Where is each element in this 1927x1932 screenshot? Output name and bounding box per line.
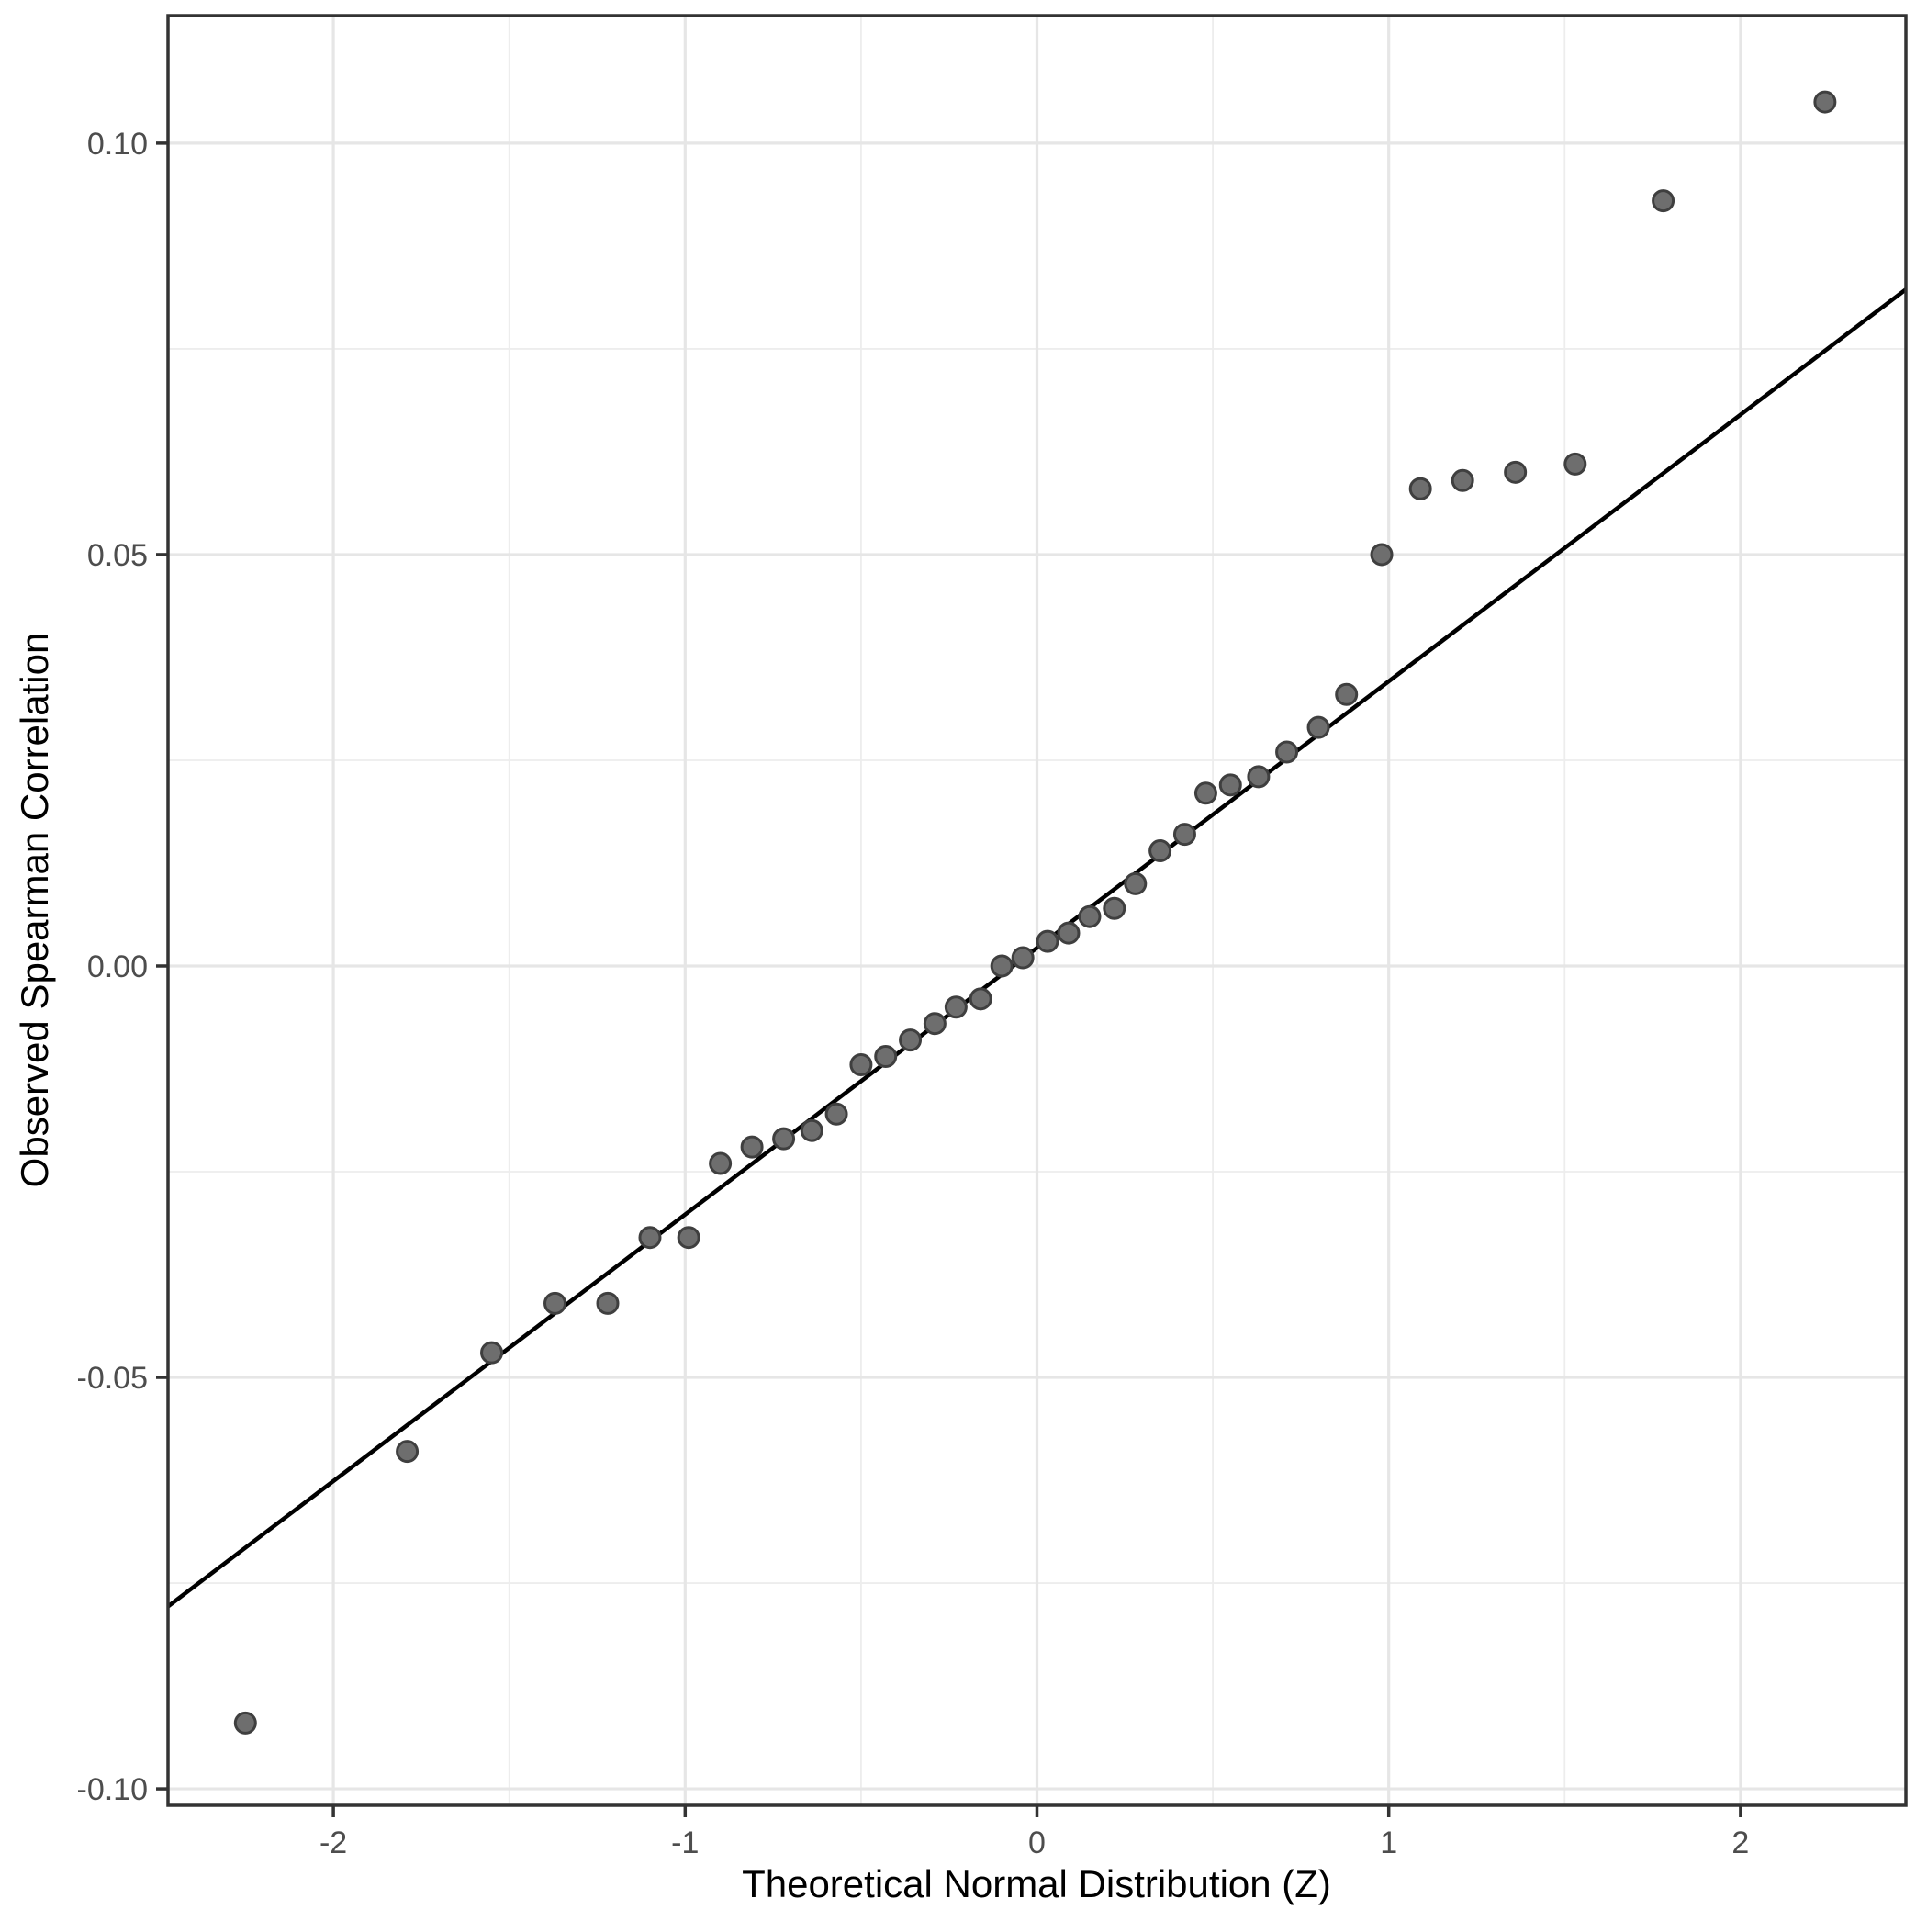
data-point <box>1451 468 1474 492</box>
y-tick-label: 0.05 <box>87 538 148 573</box>
data-point <box>740 1135 764 1159</box>
x-tick-label: 0 <box>1028 1825 1046 1860</box>
x-tick-label: -1 <box>671 1825 699 1860</box>
y-tick-label: 0.00 <box>87 949 148 984</box>
data-point <box>1057 921 1081 945</box>
y-axis-title: Observed Spearman Correlation <box>13 633 56 1188</box>
data-point <box>1247 765 1271 789</box>
data-point <box>990 954 1014 978</box>
x-tick-label: -2 <box>319 1825 347 1860</box>
y-tick-label: -0.05 <box>77 1361 149 1396</box>
data-point <box>899 1028 923 1052</box>
data-point <box>1275 740 1299 764</box>
data-point <box>1148 839 1172 863</box>
data-point <box>596 1291 620 1315</box>
data-point <box>543 1291 567 1315</box>
x-axis-tick-labels: -2 -1 0 1 2 <box>319 1825 1749 1860</box>
data-point <box>396 1440 420 1464</box>
data-point <box>944 995 968 1019</box>
y-tick-label: 0.10 <box>87 127 148 162</box>
grid-major-lines <box>168 16 1906 1805</box>
x-tick-label: 1 <box>1380 1825 1397 1860</box>
data-point <box>233 1711 257 1735</box>
x-axis-ticks <box>331 1805 1742 1817</box>
data-point <box>772 1127 796 1151</box>
data-point <box>1036 929 1059 953</box>
data-point <box>1124 871 1148 895</box>
x-tick-label: 2 <box>1731 1825 1749 1860</box>
x-axis-title: Theoretical Normal Distribution (Z) <box>742 1862 1331 1905</box>
data-point <box>1172 823 1196 847</box>
y-axis-ticks <box>156 141 168 1791</box>
data-point <box>1193 781 1217 805</box>
y-tick-label: -0.10 <box>77 1772 149 1807</box>
data-point <box>824 1102 848 1126</box>
data-point <box>1218 773 1242 797</box>
data-point <box>849 1053 873 1077</box>
data-point <box>1408 477 1432 500</box>
data-point <box>1370 543 1394 567</box>
reference-line <box>166 287 1908 1609</box>
data-point <box>969 987 992 1011</box>
data-point <box>1504 460 1528 484</box>
reference-line-group <box>166 287 1908 1609</box>
data-point <box>1011 946 1035 970</box>
y-axis-tick-labels: 0.10 0.05 0.00 -0.05 -0.10 <box>77 127 149 1807</box>
data-point <box>638 1226 662 1250</box>
data-point <box>709 1151 733 1175</box>
data-point <box>677 1226 700 1250</box>
scatter-points-group <box>233 90 1837 1735</box>
data-point <box>1813 90 1837 114</box>
data-point <box>480 1341 504 1365</box>
data-point <box>1563 452 1587 476</box>
data-point <box>1652 189 1675 213</box>
data-point <box>1306 715 1330 739</box>
data-point <box>1103 896 1126 920</box>
data-point <box>800 1118 823 1142</box>
data-point <box>923 1012 947 1036</box>
data-point <box>874 1045 898 1069</box>
data-point <box>1335 682 1359 706</box>
data-point <box>1078 904 1102 928</box>
